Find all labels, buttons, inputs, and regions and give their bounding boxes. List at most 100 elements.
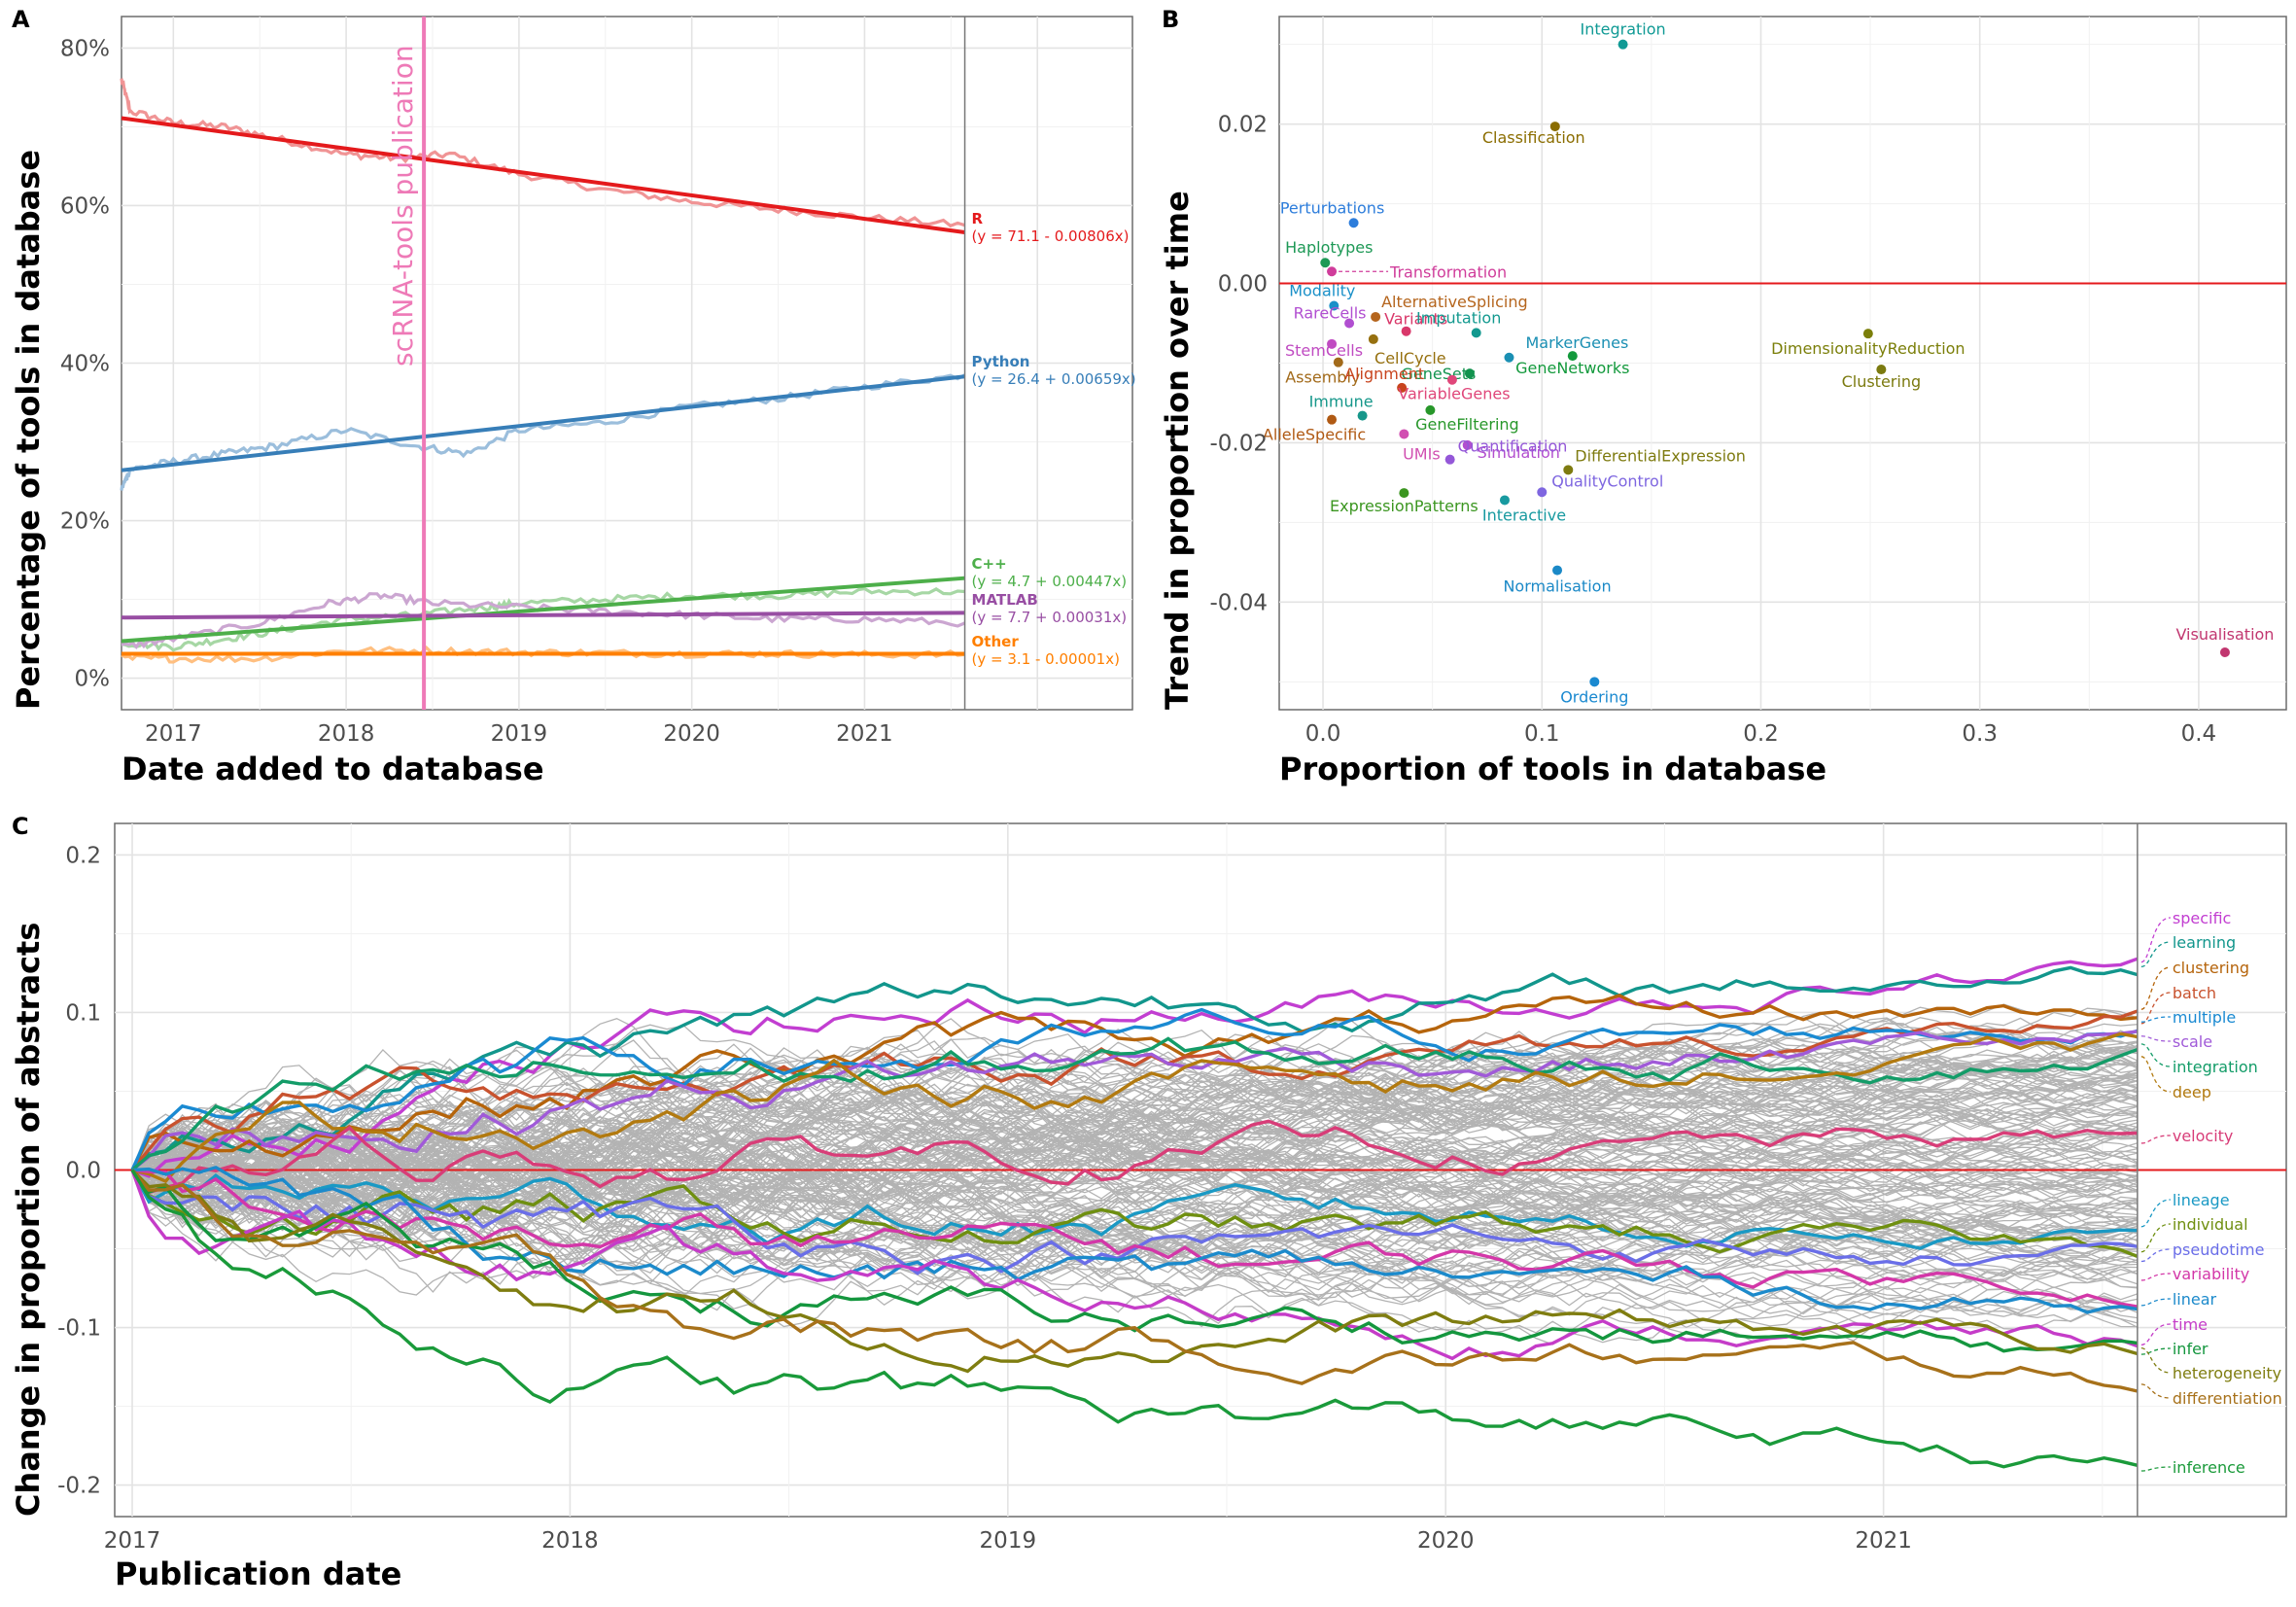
c-term-label: lineage <box>2173 1191 2230 1209</box>
c-ytick-label: 0.2 <box>65 843 101 868</box>
c-background-term-line <box>131 1117 2138 1239</box>
panel-a-y-tick-labels: 0% 20% 40% 60% 80% <box>60 36 110 691</box>
c-term-label: variability <box>2173 1265 2249 1283</box>
b-xtick-label: 0.2 <box>1743 721 1779 747</box>
c-label-leader <box>2140 1043 2171 1067</box>
a-ytick-label: 0% <box>75 667 111 692</box>
b-point-cellcycle <box>1368 333 1378 344</box>
a-series-equation-label: (y = 4.7 + 0.00447x) <box>972 573 1128 590</box>
b-point-transformation <box>1327 266 1338 277</box>
c-term-line <box>130 1169 2139 1469</box>
c-background-term-line <box>131 1118 2138 1209</box>
b-point-allelespecific <box>1327 414 1338 425</box>
b-point-interactive <box>1499 495 1510 506</box>
a-series-equation-label: (y = 3.1 - 0.00001x) <box>972 650 1120 668</box>
c-background-term-line <box>131 1128 2138 1262</box>
c-term-label: deep <box>2173 1083 2211 1101</box>
b-point-label: Classification <box>1482 128 1585 147</box>
b-point-label: AlternativeSplicing <box>1381 293 1528 311</box>
b-point-alternativesplicing <box>1371 311 1381 322</box>
b-point-label: QualityControl <box>1551 472 1663 490</box>
c-term-label: integration <box>2173 1058 2258 1076</box>
a-trend-line <box>121 116 965 234</box>
b-point-genenetworks <box>1567 351 1578 362</box>
panel-a-series <box>120 78 966 664</box>
b-point-label: Variants <box>1384 310 1447 329</box>
b-point-quantification <box>1444 454 1455 465</box>
c-label-leader <box>2140 1273 2171 1281</box>
b-point-clustering <box>1876 365 1887 375</box>
c-label-leader <box>2140 992 2171 1025</box>
c-term-label: individual <box>2173 1215 2248 1234</box>
panel-c: C specific learning clustering batch multipl… <box>10 813 2287 1592</box>
c-background-term-line <box>131 1131 2138 1319</box>
b-point-dimensionalityreduction <box>1862 329 1873 339</box>
b-point-immune <box>1357 410 1368 421</box>
c-term-label: linear <box>2173 1290 2217 1309</box>
b-point-visualisation <box>2219 646 2230 657</box>
a-xtick-label: 2021 <box>836 721 893 747</box>
scrna-tools-publication-label: scRNA-tools publication <box>387 45 419 367</box>
c-label-leader <box>2140 1056 2171 1093</box>
c-term-label: heterogeneity <box>2173 1364 2281 1382</box>
b-point-label: MarkerGenes <box>1525 333 1628 352</box>
c-background-term-line <box>131 1094 2139 1197</box>
b-point-label: Transformation <box>1389 262 1507 281</box>
b-point-label: DifferentialExpression <box>1575 446 1746 465</box>
c-term-line <box>130 1169 2139 1361</box>
b-point-label: ExpressionPatterns <box>1330 497 1478 515</box>
c-background-term-line <box>131 1040 2138 1203</box>
b-point-stemcells <box>1327 338 1338 349</box>
c-label-leader <box>2140 1035 2171 1042</box>
b-point-alignment <box>1397 382 1408 393</box>
b-point-label: Immune <box>1309 393 1374 411</box>
b-point-rarecells <box>1344 318 1355 329</box>
c-term-label: learning <box>2173 933 2236 952</box>
b-xtick-label: 0.4 <box>2181 721 2217 747</box>
b-ytick-label: 0.02 <box>1218 113 1268 138</box>
b-point-variablegenes <box>1446 374 1457 385</box>
b-ytick-label: -0.04 <box>1209 590 1268 615</box>
b-ytick-label: 0.00 <box>1218 272 1268 297</box>
c-background-term-line <box>131 1149 2138 1232</box>
c-term-label: inference <box>2173 1458 2245 1477</box>
b-point-label: CellCycle <box>1374 349 1446 367</box>
c-term-line <box>130 1169 2139 1374</box>
panel-a-x-axis-title: Date added to database <box>122 751 544 787</box>
c-background-term-line <box>131 1119 2139 1192</box>
panel-c-highlighted-terms <box>130 957 2139 1469</box>
b-point-assembly <box>1333 357 1343 367</box>
c-background-term-line <box>131 1134 2138 1215</box>
b-point-label: Perturbations <box>1280 198 1384 217</box>
c-background-term-line <box>131 1155 2139 1303</box>
b-point-label: Quantification <box>1458 437 1568 456</box>
c-term-line <box>131 1168 2139 1309</box>
a-trend-line <box>121 611 965 620</box>
c-background-term-line <box>131 1085 2138 1180</box>
c-label-leader <box>2140 1347 2171 1355</box>
panel-a-y-axis-title: Percentage of tools in database <box>10 150 47 710</box>
b-point-haplotypes <box>1320 258 1331 268</box>
c-term-line <box>130 1169 2139 1258</box>
b-point-label: Modality <box>1289 281 1355 299</box>
panel-b: B Integration Classification Perturbations… <box>1159 6 2287 787</box>
panel-c-y-axis-title: Change in proportion of abstracts <box>10 923 47 1517</box>
panel-c-y-tick-labels: -0.2 -0.1 0.0 0.1 0.2 <box>57 843 101 1498</box>
b-point-imputation <box>1471 328 1481 338</box>
panel-c-term-labels: specific learning clustering batch multiple s… <box>2140 909 2282 1477</box>
b-point-genefiltering <box>1425 404 1436 415</box>
b-point-label: RareCells <box>1294 304 1367 323</box>
a-ytick-label: 60% <box>60 193 110 219</box>
c-term-label: velocity <box>2173 1127 2234 1145</box>
panel-b-x-tick-labels: 0.0 0.1 0.2 0.3 0.4 <box>1305 721 2216 747</box>
b-point-label: Alignment <box>1344 365 1424 383</box>
panel-c-x-tick-labels: 2017 2018 2019 2020 2021 <box>104 1528 1912 1554</box>
c-xtick-label: 2018 <box>541 1528 599 1554</box>
c-term-line <box>130 1036 2139 1171</box>
c-term-line <box>130 1169 2139 1275</box>
panel-b-label: B <box>1162 6 1179 33</box>
c-label-leader <box>2140 1323 2171 1346</box>
c-background-term-line <box>131 1063 2138 1201</box>
b-point-label: Normalisation <box>1503 577 1611 596</box>
b-point-umis <box>1399 429 1409 439</box>
